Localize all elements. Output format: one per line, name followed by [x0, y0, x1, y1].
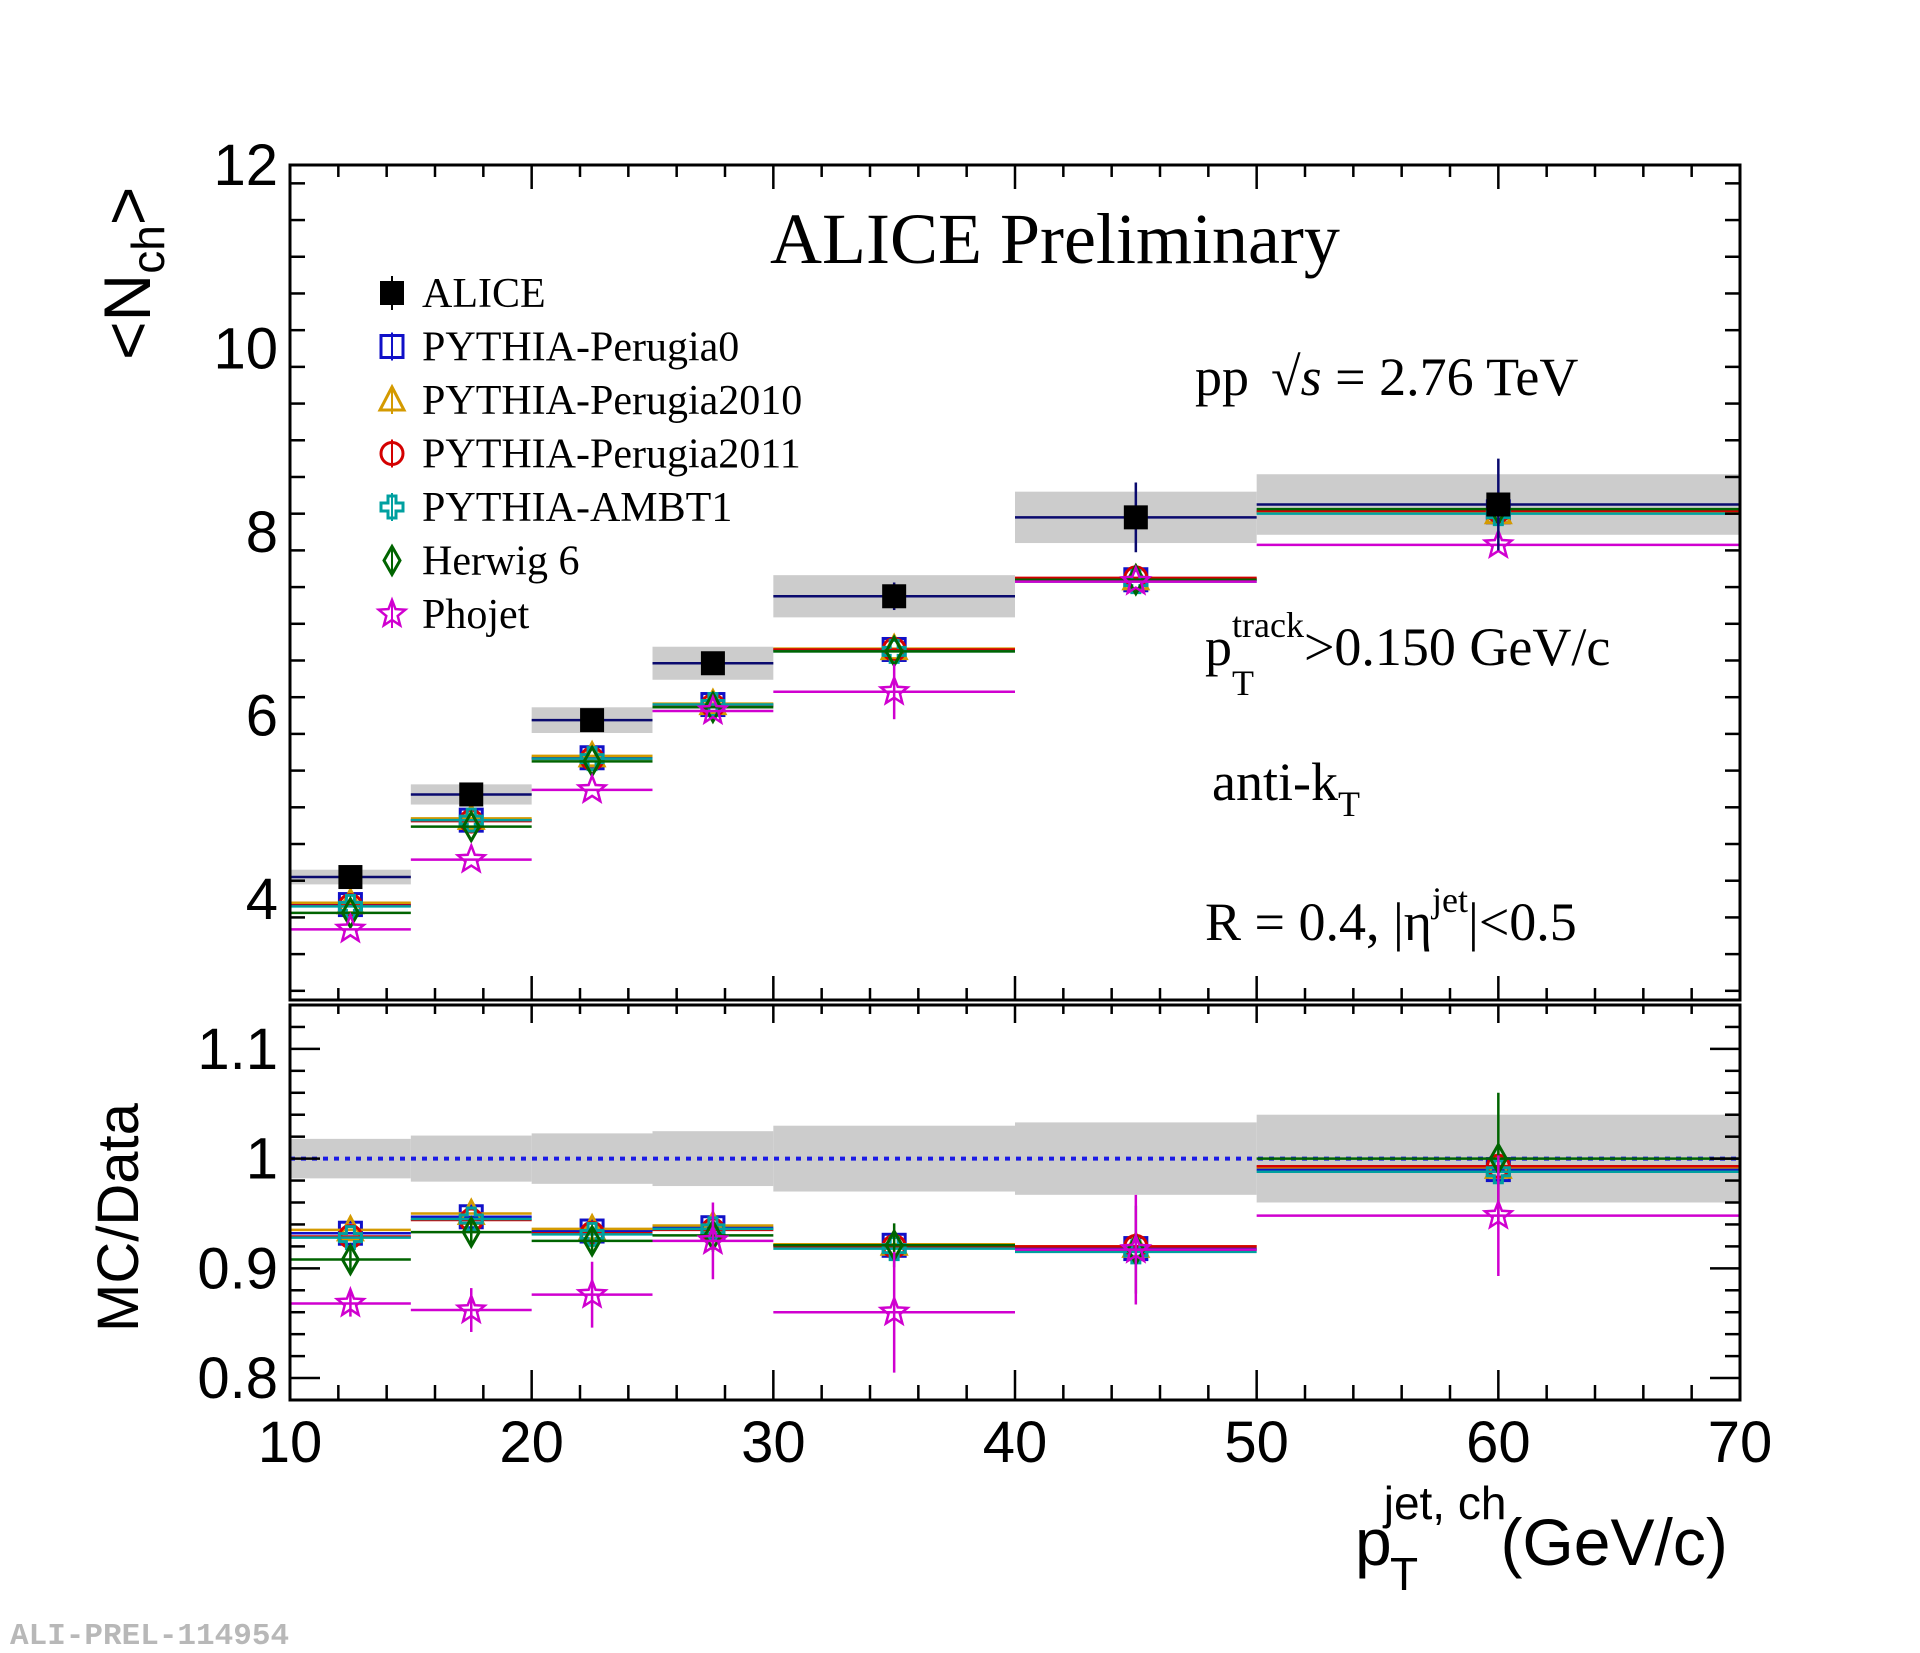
legend-label: PYTHIA-AMBT1 — [422, 485, 732, 531]
series-alice — [290, 458, 1740, 890]
top-y-tick-label: 8 — [246, 500, 278, 565]
point-phojet — [1119, 564, 1153, 596]
ratio-series-phojet — [290, 1155, 1740, 1373]
ratio-point-phojet — [333, 1285, 368, 1318]
legend-label: ALICE — [422, 271, 546, 317]
legend-item-herwig-6: Herwig 6 — [382, 539, 579, 585]
legend-marker-pythia-ambt1 — [379, 494, 405, 520]
x-tick-label: 50 — [1224, 1410, 1289, 1475]
track-cut-label: ptrack>0.150 GeV/c — [1205, 605, 1610, 677]
point-herwig-6 — [1126, 562, 1146, 597]
ratio-point-phojet — [1119, 1232, 1153, 1264]
point-herwig-6 — [461, 809, 481, 844]
top-y-tick-label: 4 — [246, 867, 278, 932]
ratio-point-herwig-6 — [340, 1242, 361, 1277]
point-phojet — [696, 693, 730, 726]
tick-labels: 10 20 30 40 50 60 70 4 6 8 10 12 0.8 0.9 1 1.1 — [197, 133, 1772, 1475]
track-cut-sub: T — [1232, 663, 1254, 703]
point-alice — [882, 584, 907, 609]
ratio-data-series — [290, 1092, 1740, 1373]
point-alice — [459, 782, 484, 807]
top-y-tick-label: 12 — [213, 133, 278, 198]
ratio-point-herwig-6 — [461, 1215, 481, 1250]
x-tick-label: 40 — [983, 1410, 1048, 1475]
legend-item-alice: ALICE — [380, 271, 546, 317]
x-tick-label: 10 — [258, 1410, 323, 1475]
legend-item-pythia-ambt1: PYTHIA-AMBT1 — [379, 485, 732, 531]
legend-label: PYTHIA-Perugia0 — [422, 325, 739, 371]
ratio-point-phojet — [575, 1277, 609, 1309]
legend-item-pythia-perugia0: PYTHIA-Perugia0 — [379, 325, 739, 371]
ratio-point-phojet — [696, 1223, 730, 1256]
x-tick-label: 30 — [741, 1410, 806, 1475]
x-tick-label: 70 — [1708, 1410, 1773, 1475]
legend-item-phojet: Phojet — [375, 592, 530, 638]
x-axis-label-sub: T — [1390, 1548, 1418, 1600]
ratio-y-axis-label: MC/Data — [86, 1102, 151, 1332]
legend-item-pythia-perugia2011: PYTHIA-Perugia2011 — [379, 432, 801, 478]
x-tick-label: 20 — [499, 1410, 564, 1475]
point-phojet — [454, 842, 488, 874]
top-y-axis-label: <Nch> — [90, 187, 174, 360]
point-phojet — [1481, 527, 1515, 560]
algorithm-label: anti-kT — [1212, 752, 1360, 824]
top-data-series — [290, 458, 1740, 944]
legend-label: Herwig 6 — [422, 539, 579, 585]
top-y-tick-label: 6 — [246, 684, 278, 749]
ratio-point-pythia-ambt1 — [458, 1206, 484, 1232]
point-alice — [700, 651, 725, 676]
legend: ALICE PYTHIA-Perugia0 PYTHIA-Perugia2010 PY… — [375, 271, 802, 638]
ratio-y-tick-label: 1.1 — [197, 1017, 278, 1082]
legend-label: PYTHIA-Perugia2011 — [422, 432, 801, 478]
x-tick-label: 60 — [1466, 1410, 1531, 1475]
ratio-point-phojet — [1481, 1198, 1515, 1230]
radius-eta-label: R = 0.4, |ηjet|<0.5 — [1205, 880, 1577, 952]
ratio-y-tick-label: 0.8 — [197, 1346, 278, 1411]
ratio-point-phojet — [877, 1294, 911, 1327]
ratio-point-herwig-6 — [582, 1223, 602, 1258]
preliminary-id: ALI-PREL-114954 — [10, 1619, 289, 1653]
ratio-point-pythia-ambt1 — [337, 1225, 363, 1251]
axis-ticks — [288, 165, 1742, 1402]
legend-label: PYTHIA-Perugia2010 — [422, 378, 802, 424]
legend-item-pythia-perugia2010: PYTHIA-Perugia2010 — [377, 378, 802, 424]
top-y-tick-label: 10 — [213, 317, 278, 382]
point-phojet — [333, 911, 368, 944]
point-herwig-6 — [340, 895, 361, 930]
point-alice — [1486, 492, 1511, 517]
plot-title: ALICE Preliminary — [770, 199, 1340, 279]
point-alice — [580, 708, 605, 733]
ratio-y-tick-label: 0.9 — [197, 1236, 278, 1301]
point-phojet — [575, 772, 609, 805]
energy-label: pp √s = 2.76 TeV — [1195, 347, 1578, 407]
ratio-point-phojet — [454, 1292, 488, 1325]
point-phojet — [877, 674, 911, 706]
ratio-y-tick-label: 1 — [246, 1127, 278, 1192]
point-alice — [1123, 505, 1148, 530]
point-alice — [338, 865, 363, 890]
point-herwig-6 — [703, 690, 723, 725]
x-axis-label: pjet, ch (GeV/c) — [1355, 1477, 1728, 1579]
top-systematic-bands — [290, 474, 1740, 885]
legend-label: Phojet — [422, 592, 530, 638]
